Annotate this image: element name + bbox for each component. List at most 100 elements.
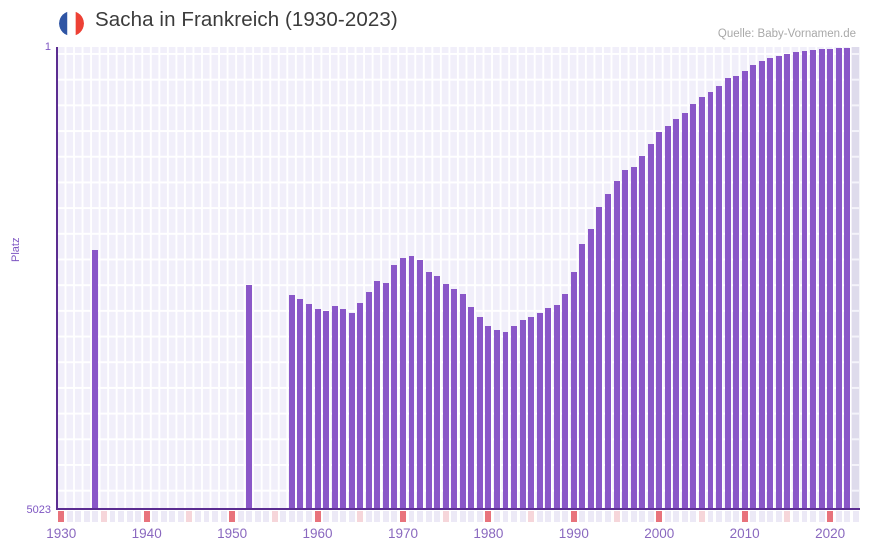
x-tick-swatch-minor [135,511,142,522]
x-tick-swatch-minor [92,511,99,522]
x-tick-swatch-minor [587,511,594,522]
x-tick-swatch-minor [707,511,714,522]
x-tick-swatch-minor [417,511,424,522]
bar [605,194,611,509]
x-tick-swatch-minor [647,511,654,522]
x-tick-swatch-minor [553,511,560,522]
x-tick-swatch-decade [485,511,492,522]
x-tick-swatch-minor [152,511,159,522]
bar [502,332,509,509]
x-tick-swatch-minor [263,511,270,522]
x-tick-swatch-minor [254,511,261,522]
x-tick-swatch-minor [323,511,330,522]
bar [733,76,740,509]
bar [536,313,543,509]
x-tick-swatch-minor [194,511,201,522]
x-tick-swatch-minor [237,511,244,522]
x-tick-swatch-minor [545,511,552,522]
bar [425,272,432,509]
bar [570,272,577,509]
x-axis-tick-label: 1940 [131,526,162,541]
bar [400,258,406,509]
y-axis-line [56,47,58,510]
x-tick-swatch-decade [570,511,577,522]
x-tick-swatch-minor [605,511,611,522]
bar [357,303,364,509]
x-tick-swatch-minor [835,511,842,522]
x-axis-tick-label: 2020 [815,526,846,541]
x-tick-swatch-minor [177,511,184,522]
x-tick-swatch-minor [220,511,227,522]
x-tick-swatch-minor [664,511,671,522]
x-tick-swatch-half-decade [271,511,278,522]
x-tick-swatch-minor [767,511,774,522]
x-tick-swatch-minor [280,511,287,522]
bar [306,304,312,509]
x-tick-swatch-minor [160,511,167,522]
x-tick-swatch-half-decade [186,511,193,522]
x-tick-swatch-minor [690,511,697,522]
x-tick-swatch-minor [306,511,312,522]
x-tick-swatch-minor [681,511,688,522]
x-axis-tick-label: 1930 [46,526,77,541]
x-axis-tick-label: 1960 [302,526,333,541]
bar [297,299,304,509]
bar [613,181,620,509]
x-tick-swatch-minor [502,511,509,522]
bar [374,281,381,509]
bar [716,86,723,509]
x-tick-swatch-minor [468,511,475,522]
y-axis-title: Platz [10,237,22,262]
x-tick-swatch-minor [622,511,629,522]
x-tick-swatch-minor [758,511,765,522]
bar [664,126,671,509]
x-tick-swatch-minor [425,511,432,522]
bar [323,311,330,509]
x-tick-swatch-minor [66,511,73,522]
x-axis-line [56,508,860,510]
bar [340,309,347,509]
x-axis-tick-label: 2000 [644,526,675,541]
bar [382,283,389,509]
bar [408,256,415,509]
bar [656,132,663,509]
x-tick-swatch-minor [775,511,782,522]
bar [801,51,808,509]
x-tick-swatch-minor [382,511,389,522]
plot-area [57,47,860,509]
bar [519,320,526,509]
bar [485,326,492,509]
x-axis-labels: 1930 1940 1950 1960 1970 1980 1990 2000 2010 2020 [0,526,873,548]
bar [348,313,355,509]
x-tick-swatch-minor [212,511,218,522]
x-tick-swatch-decade [656,511,663,522]
bar [288,295,295,509]
x-tick-swatch-decade [400,511,406,522]
x-tick-swatch-minor [673,511,680,522]
x-tick-swatch-minor [374,511,381,522]
grid-lines [57,47,860,509]
bar [459,294,466,509]
x-tick-swatch-half-decade [101,511,107,522]
x-tick-swatch-minor [288,511,295,522]
page-title: Sacha in Frankreich (1930-2023) [95,8,398,31]
bar [784,54,791,509]
bar [690,104,697,509]
x-tick-swatch-minor [724,511,731,522]
bar [758,61,765,509]
bar [468,307,475,509]
source-attribution: Quelle: Baby-Vornamen.de [717,28,856,40]
x-tick-swatch-minor [118,511,125,522]
bar [844,48,851,509]
bar [630,167,637,509]
x-tick-swatch-half-decade [442,511,449,522]
bar [596,207,603,509]
bar [792,52,799,509]
x-tick-swatch-minor [579,511,586,522]
bar [818,49,825,509]
bar [707,92,714,509]
y-axis-tick-label-top: 1 [44,41,51,53]
x-tick-swatch-minor [126,511,133,522]
x-tick-swatch-minor [476,511,483,522]
bar [810,50,816,509]
